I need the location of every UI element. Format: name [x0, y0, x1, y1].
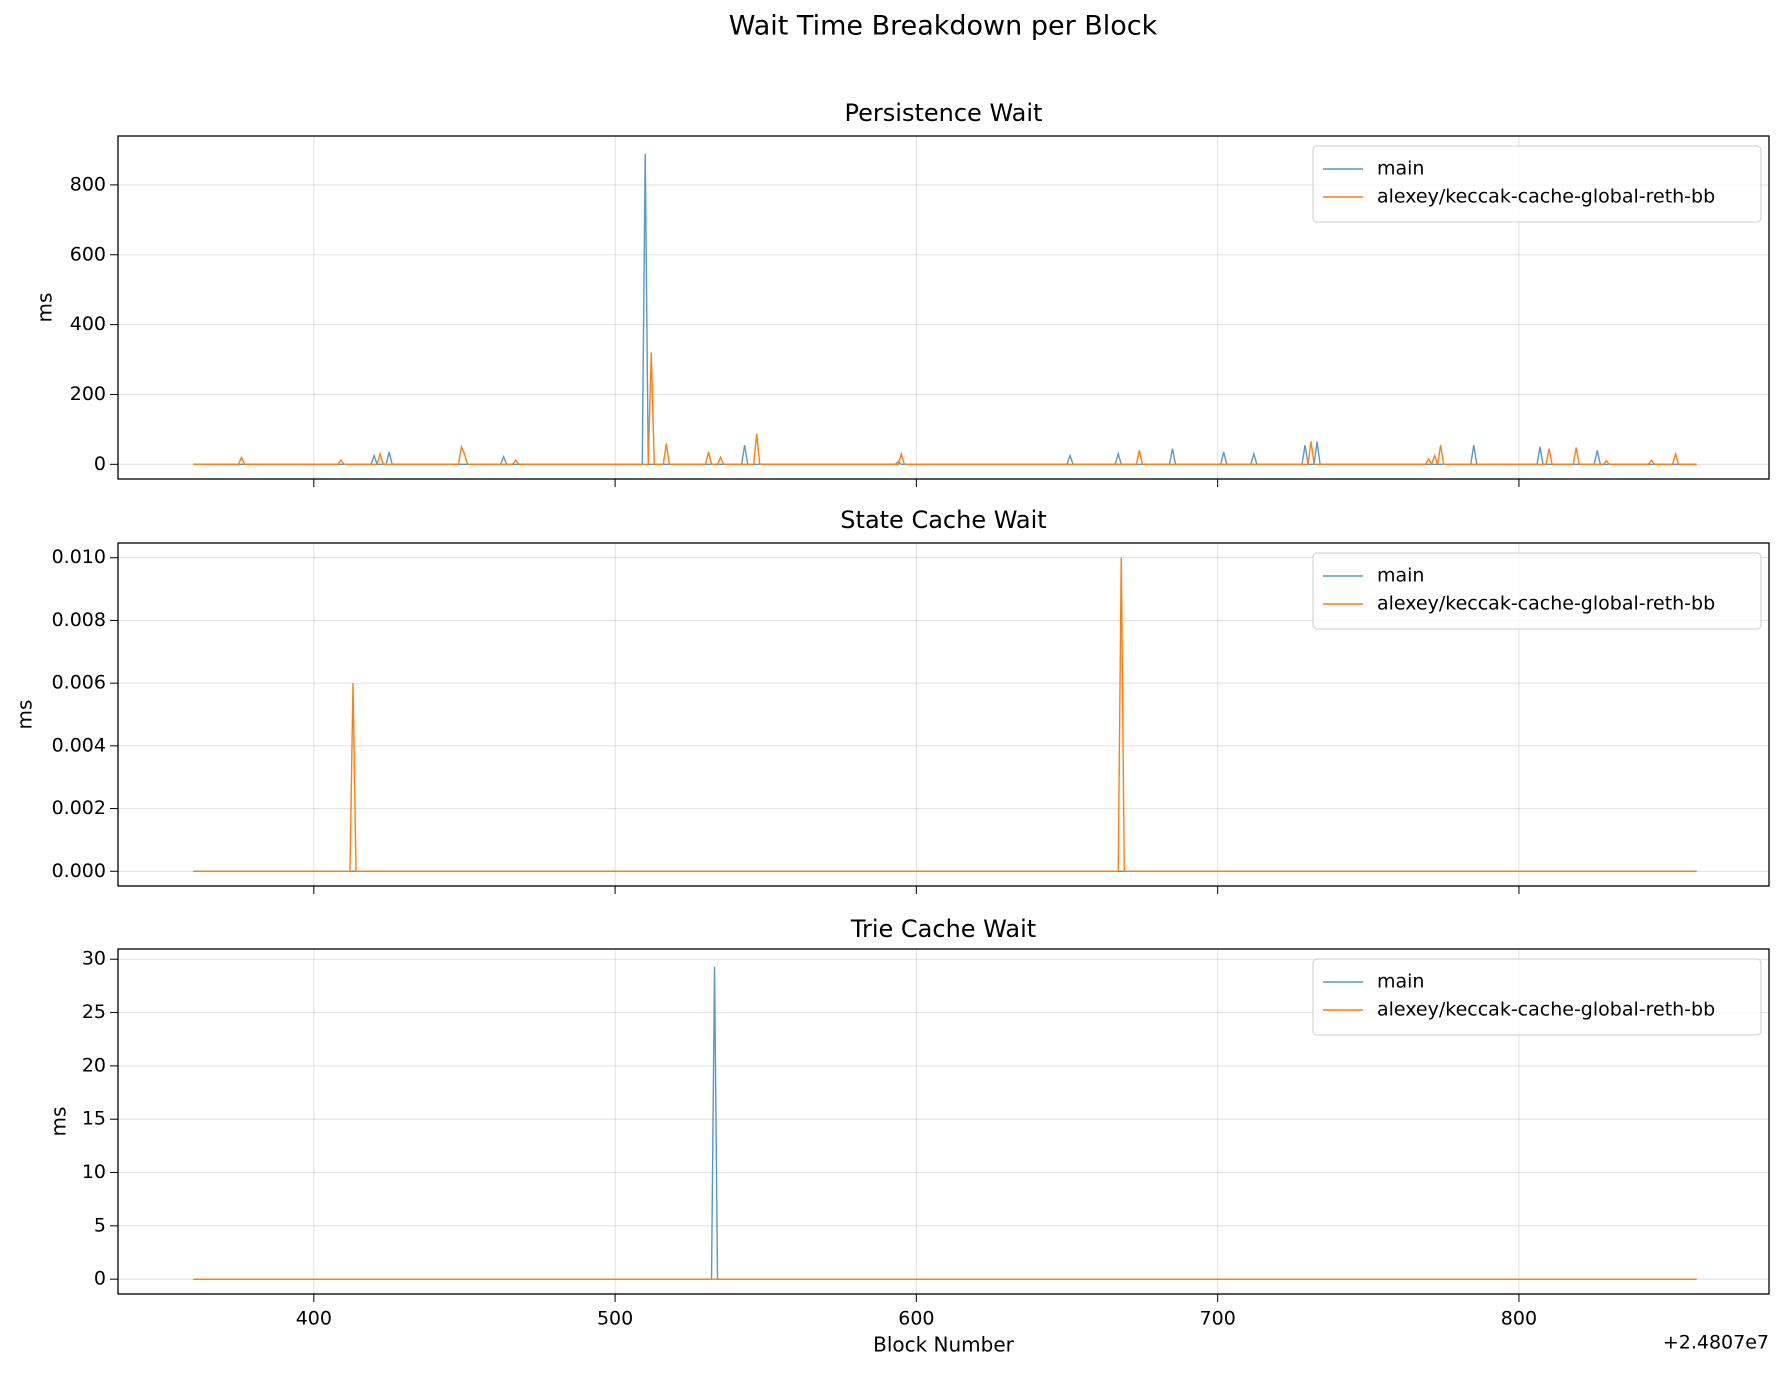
legend-box	[1312, 958, 1762, 1036]
y-tick-label: 200	[70, 383, 106, 405]
y-tick-label: 15	[82, 1108, 106, 1130]
y-tick-label: 10	[82, 1161, 106, 1183]
series-line	[193, 352, 1697, 467]
y-tick-label: 0.000	[52, 860, 106, 882]
y-axis-label: ms	[13, 700, 37, 730]
y-tick-label: 0.006	[52, 672, 106, 694]
subplot-title: State Cache Wait	[840, 506, 1046, 534]
y-tick-label: 0.010	[52, 546, 106, 568]
y-tick-label: 800	[70, 173, 106, 195]
y-tick-label: 0.002	[52, 797, 106, 819]
y-tick-label: 0.008	[52, 609, 106, 631]
axes-frame	[117, 542, 1770, 887]
y-tick-label: 25	[82, 1001, 106, 1023]
legend-label: main	[1377, 565, 1424, 587]
legend-label: alexey/keccak-cache-global-reth-bb	[1377, 999, 1715, 1021]
legend-label: alexey/keccak-cache-global-reth-bb	[1377, 186, 1715, 208]
y-tick-label: 600	[70, 243, 106, 265]
y-tick-label: 5	[94, 1214, 106, 1236]
y-tick-label: 30	[82, 948, 106, 970]
x-offset-label: +2.4807e7	[1663, 1332, 1769, 1354]
series-line	[193, 557, 1697, 872]
x-tick-label: 400	[296, 1308, 332, 1330]
axes-frame	[117, 948, 1770, 1295]
y-tick-label: 0	[94, 453, 106, 475]
x-tick-label: 600	[898, 1308, 934, 1330]
legend-label: main	[1377, 158, 1424, 180]
legend-label: alexey/keccak-cache-global-reth-bb	[1377, 593, 1715, 615]
subplot-title: Persistence Wait	[845, 99, 1043, 127]
x-tick-label: 700	[1200, 1308, 1236, 1330]
x-axis-label: Block Number	[873, 1333, 1015, 1357]
legend-label: main	[1377, 971, 1424, 993]
subplot-title: Trie Cache Wait	[850, 915, 1036, 943]
y-tick-label: 0.004	[52, 734, 106, 756]
legend-box	[1312, 552, 1762, 630]
y-tick-label: 400	[70, 313, 106, 335]
x-tick-label: 800	[1501, 1308, 1537, 1330]
x-tick-label: 500	[597, 1308, 633, 1330]
y-axis-label: ms	[47, 1107, 71, 1137]
y-axis-label: ms	[33, 293, 57, 323]
legend-box	[1312, 145, 1762, 223]
y-tick-label: 20	[82, 1054, 106, 1076]
axes-frame	[117, 135, 1770, 480]
figure-title: Wait Time Breakdown per Block	[729, 11, 1158, 42]
y-tick-label: 0	[94, 1268, 106, 1290]
